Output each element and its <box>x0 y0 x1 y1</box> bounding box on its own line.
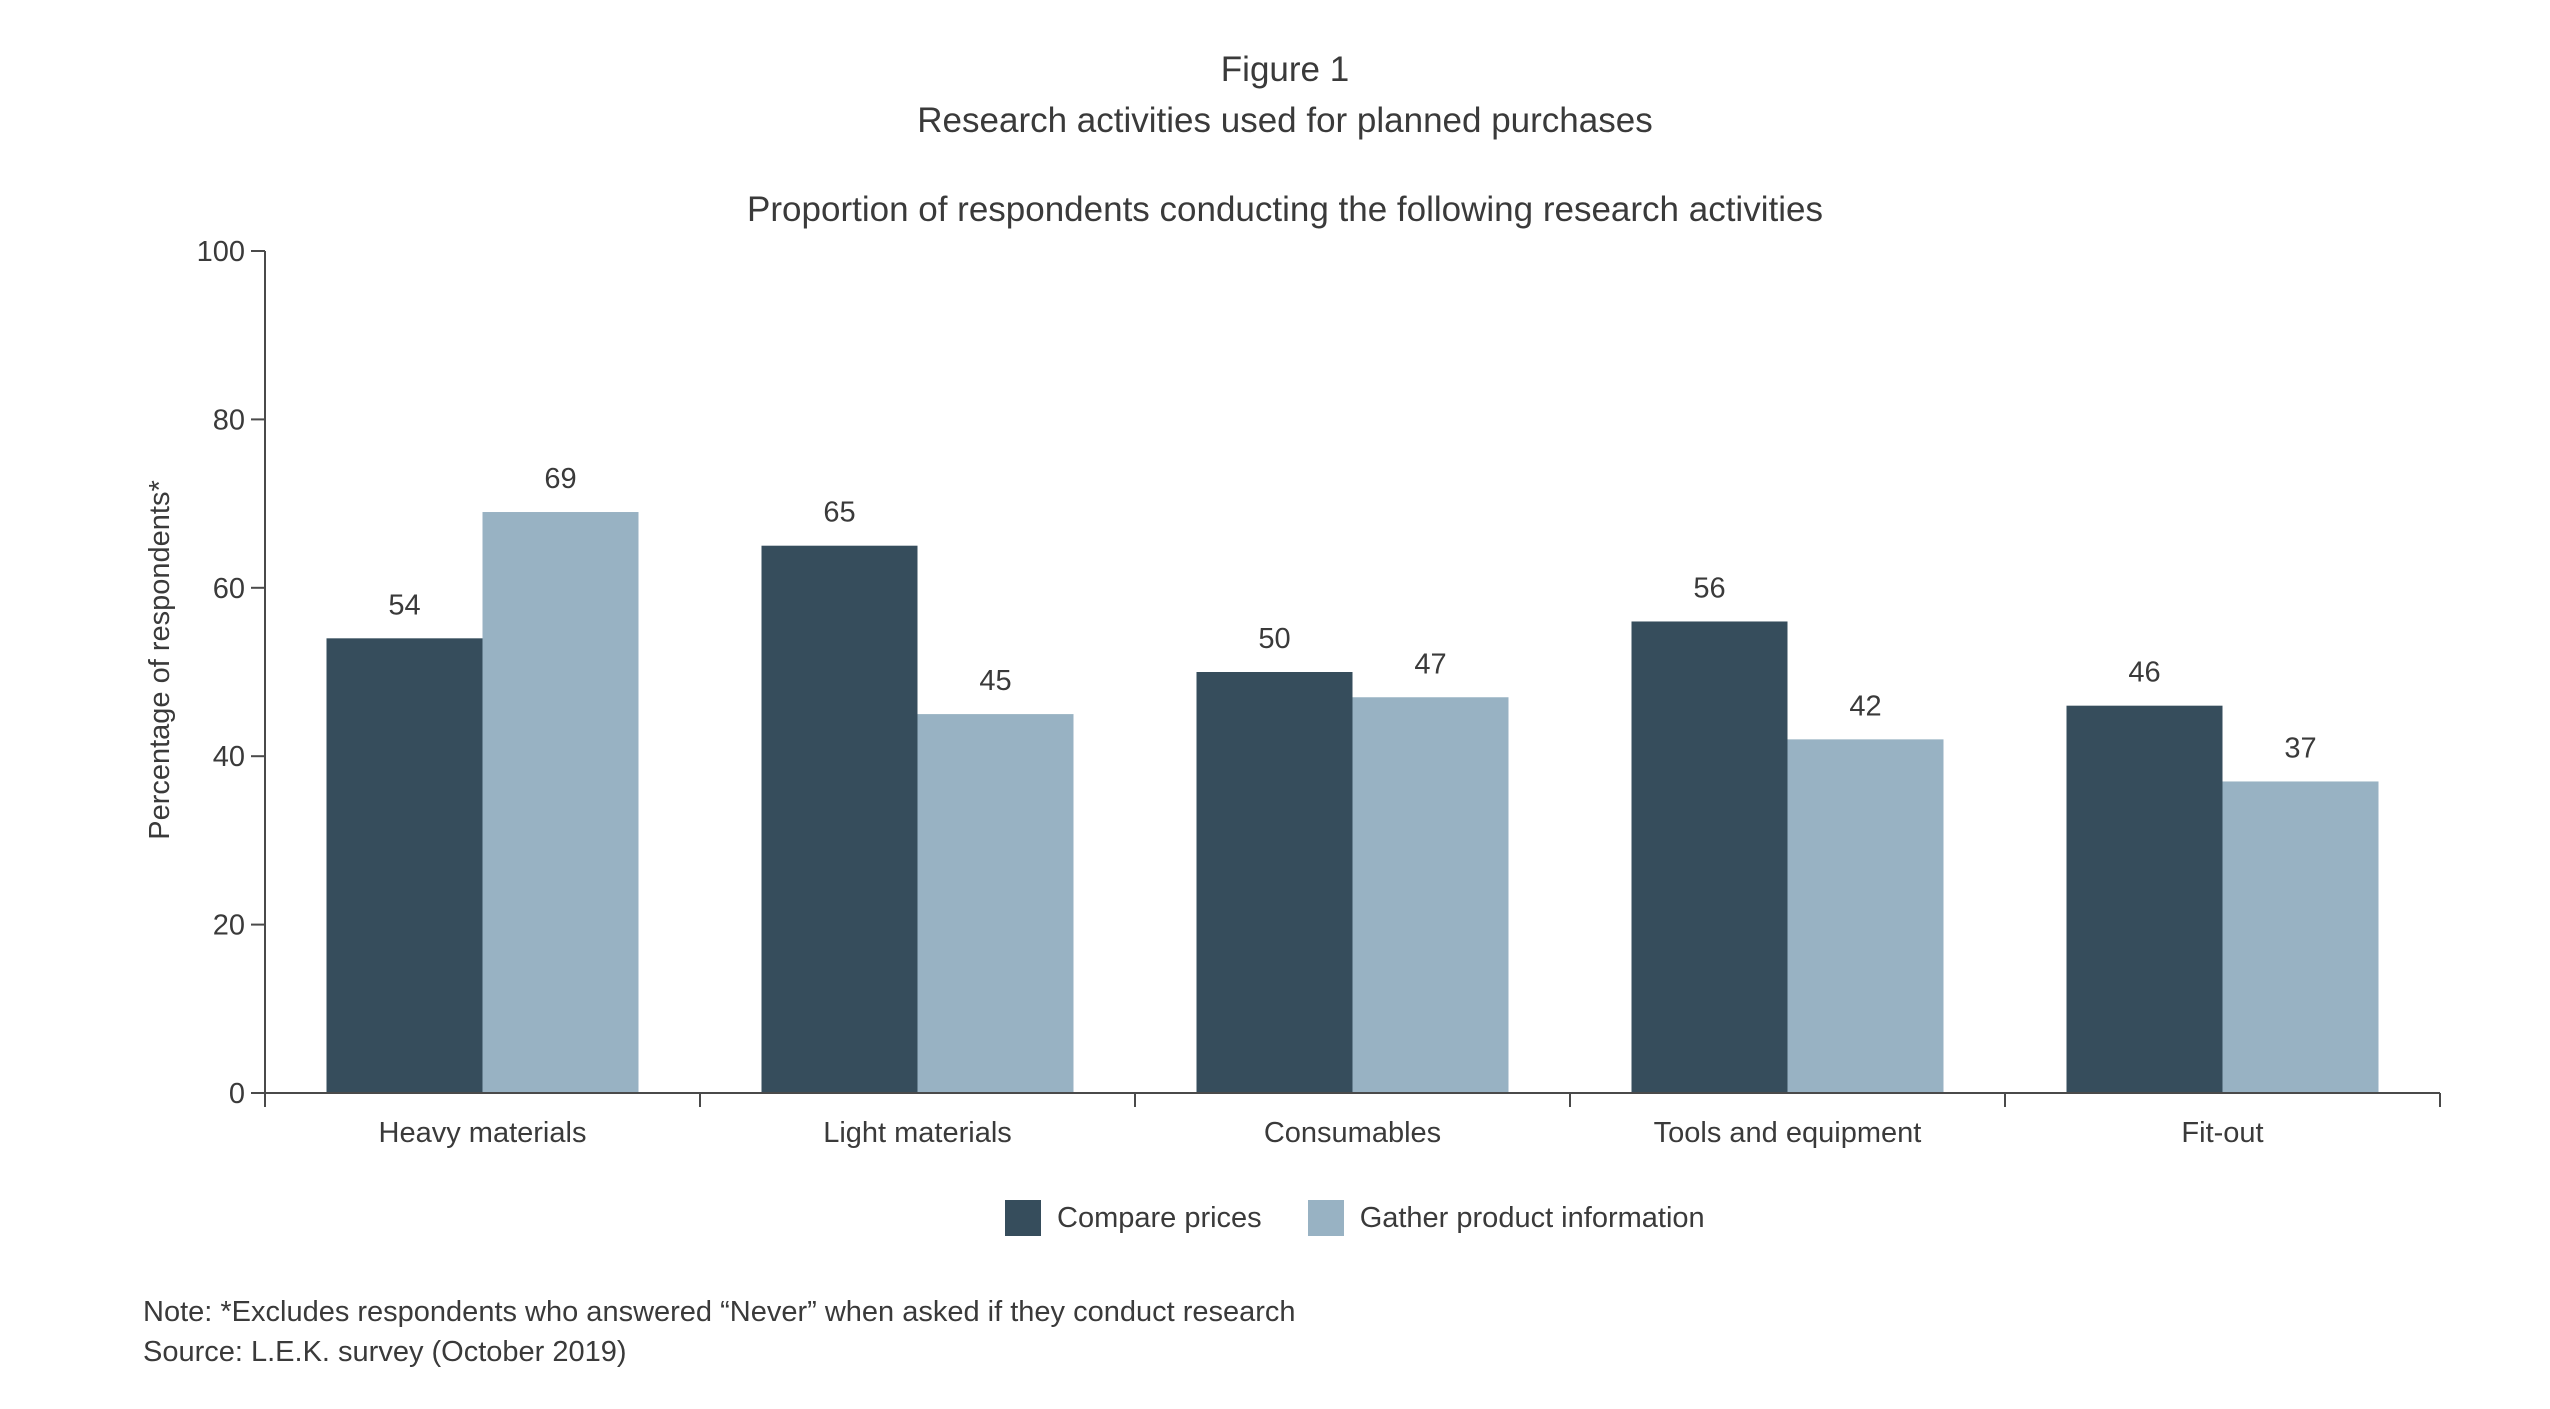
y-tick-label: 40 <box>213 741 245 773</box>
data-label: 54 <box>388 589 420 621</box>
data-label: 45 <box>979 665 1011 697</box>
bar-gather-info <box>2222 781 2379 1093</box>
x-tick-label: Heavy materials <box>379 1117 587 1149</box>
bar-gather-info <box>1787 739 1944 1093</box>
data-label: 50 <box>1258 623 1290 655</box>
bar-compare-prices <box>326 638 483 1093</box>
legend-label-gather-info: Gather product information <box>1359 1201 1705 1234</box>
source-text: Source: L.E.K. survey (October 2019) <box>143 1336 627 1368</box>
data-label: 37 <box>2284 732 2316 764</box>
bar-gather-info <box>1352 697 1509 1093</box>
note-text: Note: *Excludes respondents who answered… <box>143 1296 1296 1328</box>
bars-group <box>326 512 2379 1093</box>
bar-compare-prices <box>1196 672 1353 1093</box>
data-label: 46 <box>2128 657 2160 689</box>
data-label: 42 <box>1849 690 1881 722</box>
y-tick-label: 80 <box>213 404 245 436</box>
figure-title: Research activities used for planned pur… <box>917 101 1653 140</box>
x-tick-label: Light materials <box>823 1117 1012 1149</box>
y-tick-label: 20 <box>213 910 245 942</box>
data-label: 65 <box>823 497 855 529</box>
bar-gather-info <box>917 714 1074 1093</box>
labels-group: 54 69 Heavy materials 65 45 Light materials 50… <box>197 236 2317 1149</box>
figure-label: Figure 1 <box>1220 50 1350 89</box>
data-label: 69 <box>544 463 576 495</box>
legend: Compare prices Gather product informatio… <box>1005 1200 1751 1236</box>
bar-gather-info <box>482 512 639 1093</box>
x-tick-label: Fit-out <box>2181 1117 2263 1149</box>
x-tick-label: Consumables <box>1264 1117 1441 1149</box>
y-tick-label: 60 <box>213 573 245 605</box>
data-label: 56 <box>1693 572 1725 604</box>
chart-subtitle: Proportion of respondents conducting the… <box>747 190 1823 229</box>
axes-group <box>251 250 2441 1107</box>
y-axis-label: Percentage of respondents* <box>144 480 176 840</box>
y-tick-label: 0 <box>229 1078 245 1110</box>
x-tick-label: Tools and equipment <box>1654 1117 1922 1149</box>
bar-compare-prices <box>1631 621 1788 1093</box>
bar-compare-prices <box>761 545 918 1093</box>
data-label: 47 <box>1414 648 1446 680</box>
legend-item-compare-prices: Compare prices <box>1005 1200 1262 1236</box>
legend-item-gather-info: Gather product information <box>1307 1200 1705 1236</box>
legend-swatch-gather-info <box>1307 1200 1344 1236</box>
y-tick-label: 100 <box>197 236 245 268</box>
bar-compare-prices <box>2066 705 2223 1093</box>
legend-swatch-compare-prices <box>1005 1200 1041 1236</box>
legend-label-compare-prices: Compare prices <box>1057 1201 1262 1234</box>
